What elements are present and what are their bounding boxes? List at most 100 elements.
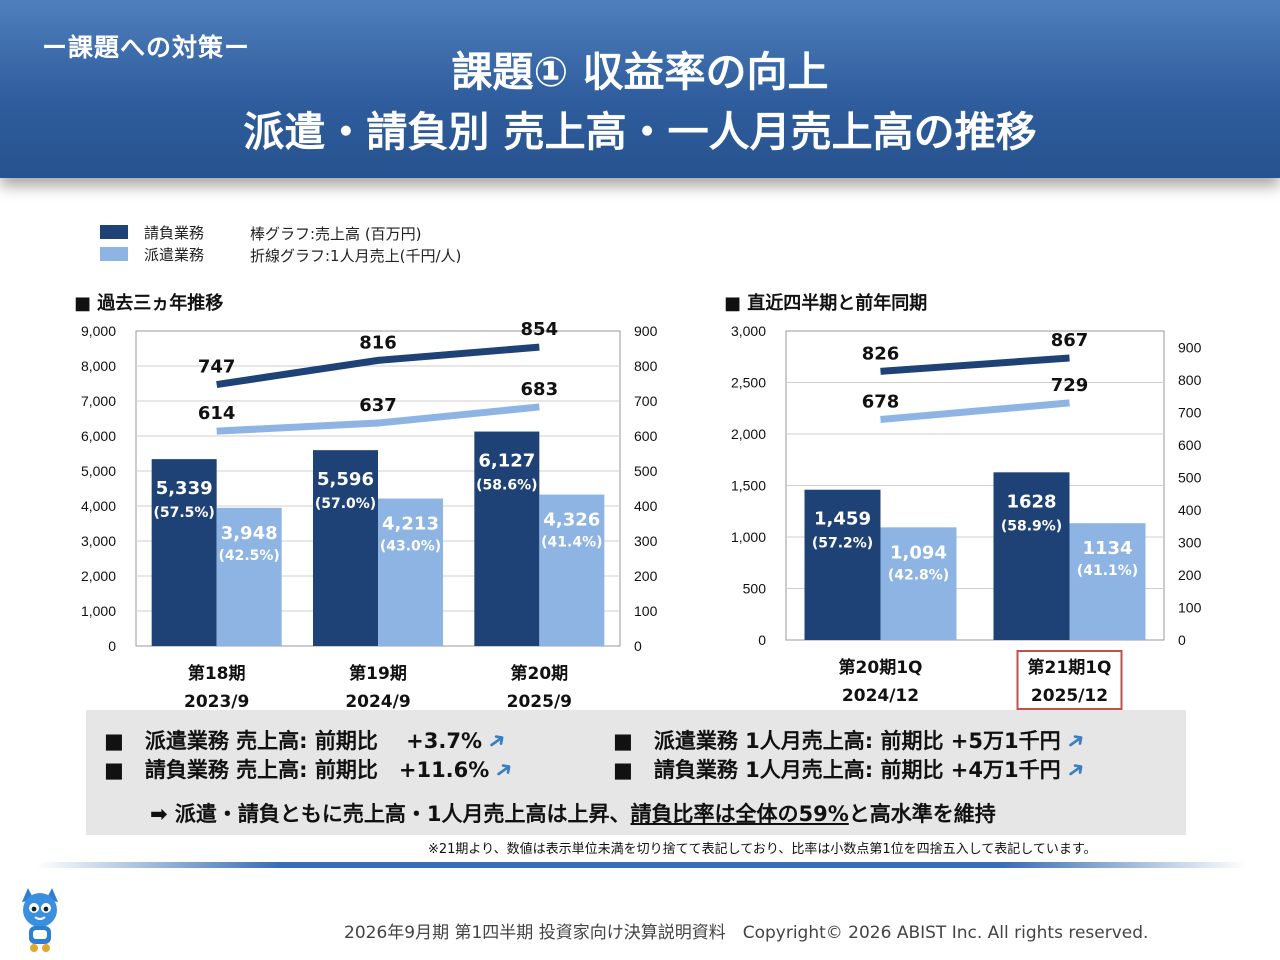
x-category-sublabel: 2025/12 [1031,686,1108,706]
bar-ukeoi [993,472,1070,640]
y2-tick-label: 600 [634,428,658,444]
bar-ukeoi [151,459,217,646]
line-haken [216,403,540,435]
bar-pct-label: (41.1%) [1077,563,1138,579]
bar-haken [880,527,957,640]
y-tick-label: 2,000 [81,568,116,584]
y2-tick-label: 400 [634,498,658,514]
x-category-sublabel: 2023/9 [184,692,249,712]
bar-pct-label: (58.6%) [476,478,537,494]
bar-pct-label: (57.0%) [315,496,376,512]
y2-tick-label: 300 [634,533,658,549]
page-title-line1: 課題① 収益率の向上 [451,48,829,96]
legend-notes: 棒グラフ:売上高 (百万円) 折線グラフ:1人月売上(千円/人) [250,223,461,267]
legend-item-haken: 派遣業務 [100,243,204,265]
x-category-label: 第18期 [188,663,246,684]
y-tick-label: 3,000 [81,533,116,549]
up-right-arrow-icon: ➜ [1061,725,1091,758]
line-value-label: 854 [521,319,559,340]
y2-tick-label: 0 [1178,632,1186,648]
bar-value-label: 6,127 [478,451,535,472]
conclusion-prefix: ➡ 派遣・請負ともに売上高・1人月売上高は上昇、 [150,802,631,826]
x-category-label: 第20期1Q [839,657,923,678]
line-value-label: 747 [198,357,236,378]
line-value-label: 867 [1051,330,1089,351]
summary-text: ■ 請負業務 売上高: 前期比 +11.6% [104,758,490,782]
page-title-line2: 派遣・請負別 売上高・一人月売上高の推移 [243,108,1037,156]
line-value-label: 678 [862,391,900,412]
bar-pct-label: (42.5%) [218,548,279,564]
bar-value-label: 4,326 [543,510,600,531]
x-category-sublabel: 2024/9 [345,692,410,712]
y2-tick-label: 400 [1178,502,1202,518]
bar-pct-label: (57.5%) [153,505,214,521]
y2-tick-label: 900 [1178,339,1202,355]
y-tick-label: 3,000 [731,323,766,339]
legend: 請負業務 派遣業務 [100,221,204,265]
y2-tick-label: 700 [1178,404,1202,420]
conclusion-underlined: 請負比率は全体の59% [630,802,849,826]
line-value-label: 614 [198,403,236,424]
line-value-label: 683 [521,379,559,400]
y-tick-label: 0 [758,632,766,648]
summary-item: ■ 派遣業務 売上高: 前期比 +3.7%➜ [104,725,512,757]
line-value-label: 826 [862,343,900,364]
legend-item-ukeoi: 請負業務 [100,221,204,243]
summary-item: ■ 請負業務 売上高: 前期比 +11.6%➜ [104,754,519,786]
y2-tick-label: 100 [634,603,658,619]
up-right-arrow-icon: ➜ [1061,754,1091,787]
header-banner: ー課題への対策ー 課題① 収益率の向上 派遣・請負別 売上高・一人月売上高の推移 [0,0,1280,178]
bar-pct-label: (43.0%) [380,539,441,555]
up-right-arrow-icon: ➜ [489,754,520,787]
chart2-title: ■ 直近四半期と前年同期 [724,293,928,314]
y2-tick-label: 200 [1178,567,1202,583]
bar-haken [539,494,605,646]
legend-note-bar: 棒グラフ:売上高 (百万円) [250,225,422,243]
header-tag: ー課題への対策ー [42,33,251,62]
y-tick-label: 6,000 [81,428,116,444]
legend-label: 派遣業務 [144,245,205,264]
summary-text: ■ 派遣業務 1人月売上高: 前期比 +5万1千円 [613,729,1061,753]
bar-haken [216,507,282,646]
y-tick-label: 7,000 [81,393,116,409]
y2-tick-label: 100 [1178,599,1202,615]
x-category-label: 第21期1Q [1028,657,1112,678]
y-tick-label: 1,000 [731,529,766,545]
y2-tick-label: 600 [1178,437,1202,453]
bar-haken [1069,523,1146,640]
bar-pct-label: (58.9%) [1001,518,1062,534]
y2-tick-label: 500 [1178,469,1202,485]
y-tick-label: 2,000 [731,426,766,442]
bar-pct-label: (41.4%) [541,535,602,551]
chart1-title: ■ 過去三ヵ年推移 [74,293,224,314]
footnote: ※21期より、数値は表示単位未満を切り捨てて表記しており、比率は小数点第1位を四… [428,842,1097,857]
bar-ukeoi [804,489,881,640]
line-ukeoi [216,343,540,389]
legend-label: 請負業務 [144,223,205,242]
y2-tick-label: 700 [634,393,658,409]
y2-tick-label: 800 [1178,372,1202,388]
mascot-logo-icon [22,888,58,952]
bar-ukeoi [313,450,378,646]
bar-value-label: 1628 [1006,491,1056,512]
footer-copyright: 2026年9月期 第1四半期 投資家向け決算説明資料 Copyright© 20… [344,923,1149,943]
summary-item: ■ 派遣業務 1人月売上高: 前期比 +5万1千円➜ [613,725,1091,757]
line-haken [880,399,1070,423]
line-value-label: 637 [359,395,397,416]
y-tick-label: 2,500 [731,375,766,391]
summary-text: ■ 請負業務 1人月売上高: 前期比 +4万1千円 [613,758,1061,782]
y-tick-label: 500 [743,581,767,597]
legend-swatch-dark [100,225,128,239]
y-tick-label: 1,500 [731,478,766,494]
highlight-box [1016,650,1123,710]
y-tick-label: 8,000 [81,358,116,374]
bar-value-label: 5,339 [156,478,213,499]
y-tick-label: 1,000 [81,603,116,619]
bar-value-label: 1,459 [814,509,871,530]
x-category-label: 第19期 [349,663,407,684]
y2-tick-label: 900 [634,323,658,339]
line-value-label: 816 [359,332,397,353]
footer-divider [36,862,1246,868]
bar-haken [378,498,443,646]
bar-value-label: 1,094 [890,542,947,563]
